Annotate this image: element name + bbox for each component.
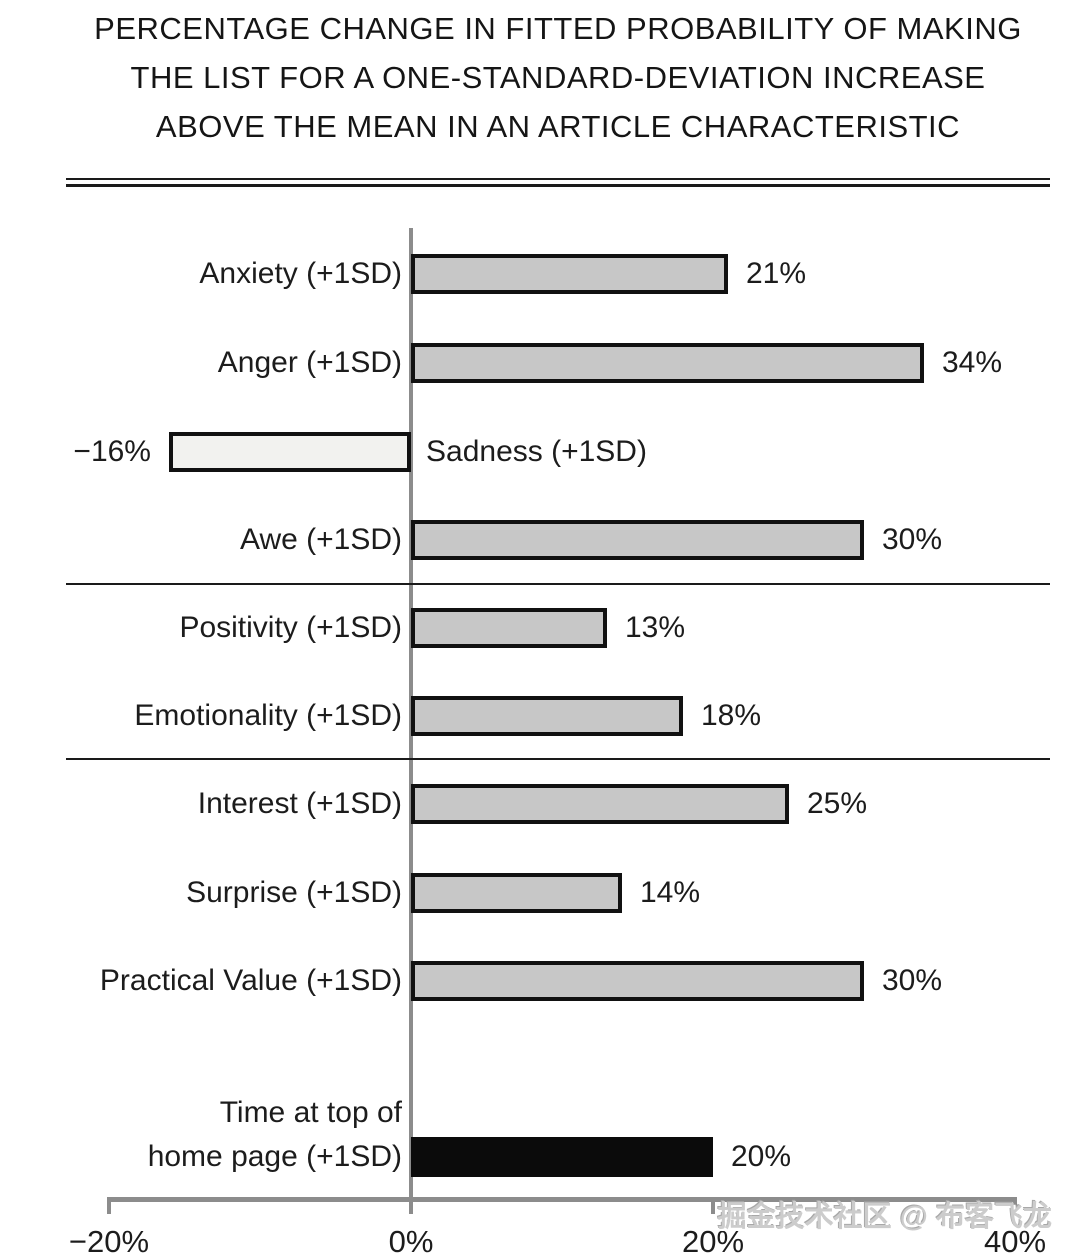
bar-value-time-at-top-of: 20% xyxy=(731,1140,792,1173)
bar-surprise-1sd xyxy=(411,873,622,913)
chart-title: PERCENTAGE CHANGE IN FITTED PROBABILITY … xyxy=(66,4,1050,151)
bar-label-positivity-1sd: Positivity (+1SD) xyxy=(179,611,402,644)
bar-value-practical-value-1sd: 30% xyxy=(882,964,943,997)
bar-positivity-1sd xyxy=(411,608,607,648)
bar-interest-1sd xyxy=(411,784,789,824)
chart-title-line-3: ABOVE THE MEAN IN AN ARTICLE CHARACTERIS… xyxy=(155,109,961,144)
bar-value-surprise-1sd: 14% xyxy=(640,876,701,909)
bar-label-surprise-1sd: Surprise (+1SD) xyxy=(186,876,402,909)
chart-title-line-1: PERCENTAGE CHANGE IN FITTED PROBABILITY … xyxy=(94,11,1022,46)
x-axis-line xyxy=(107,1197,1017,1202)
bar-value-interest-1sd: 25% xyxy=(807,787,868,820)
bar-value-sadness-1sd: −16% xyxy=(73,435,151,468)
bar-label-anger-1sd: Anger (+1SD) xyxy=(217,346,402,379)
title-divider-bottom-rule xyxy=(66,184,1050,187)
bar-label-anxiety-1sd: Anxiety (+1SD) xyxy=(199,257,402,290)
x-axis-tick-label-20-pct: −20% xyxy=(68,1224,150,1259)
bar-label-interest-1sd: Interest (+1SD) xyxy=(197,787,402,820)
chart-title-line-2: THE LIST FOR A ONE-STANDARD-DEVIATION IN… xyxy=(130,60,986,95)
bar-value-emotionality-1sd: 18% xyxy=(701,699,762,732)
bar-value-anger-1sd: 34% xyxy=(942,346,1003,379)
bar-anger-1sd xyxy=(411,343,924,383)
bar-sadness-1sd xyxy=(169,432,411,472)
bar-label-emotionality-1sd: Emotionality (+1SD) xyxy=(134,699,402,732)
x-axis-tick-label-20-pct: 20% xyxy=(681,1224,745,1259)
bar-awe-1sd xyxy=(411,520,864,560)
title-divider-top-rule xyxy=(66,178,1050,180)
watermark-text: 掘金技术社区 @ 布客飞龙 xyxy=(717,1201,1052,1233)
bar-anxiety-1sd xyxy=(411,254,728,294)
bar-value-positivity-1sd: 13% xyxy=(625,611,686,644)
x-axis-tick-label-0-pct: 0% xyxy=(388,1224,434,1259)
bar-label-awe-1sd: Awe (+1SD) xyxy=(239,523,402,556)
group-separator-line-1 xyxy=(66,583,1050,585)
bar-practical-value-1sd xyxy=(411,961,864,1001)
bar-label-sadness-1sd: Sadness (+1SD) xyxy=(426,435,647,468)
x-axis-tick-label-40-pct: 40% xyxy=(983,1224,1047,1259)
x-axis-tick-0-pct xyxy=(409,1197,413,1214)
bar-label-time-at-top-of: Time at top of home page (+1SD) xyxy=(147,1096,402,1173)
x-axis-tick-20-pct xyxy=(107,1197,111,1214)
bar-value-anxiety-1sd: 21% xyxy=(746,257,807,290)
bar-label-practical-value-1sd: Practical Value (+1SD) xyxy=(99,964,402,997)
bar-time-at-top-of xyxy=(411,1137,713,1177)
group-separator-line-2 xyxy=(66,758,1050,760)
bar-value-awe-1sd: 30% xyxy=(882,523,943,556)
bar-emotionality-1sd xyxy=(411,696,683,736)
x-axis-tick-40-pct xyxy=(1013,1197,1017,1214)
x-axis-tick-20-pct xyxy=(711,1197,715,1214)
